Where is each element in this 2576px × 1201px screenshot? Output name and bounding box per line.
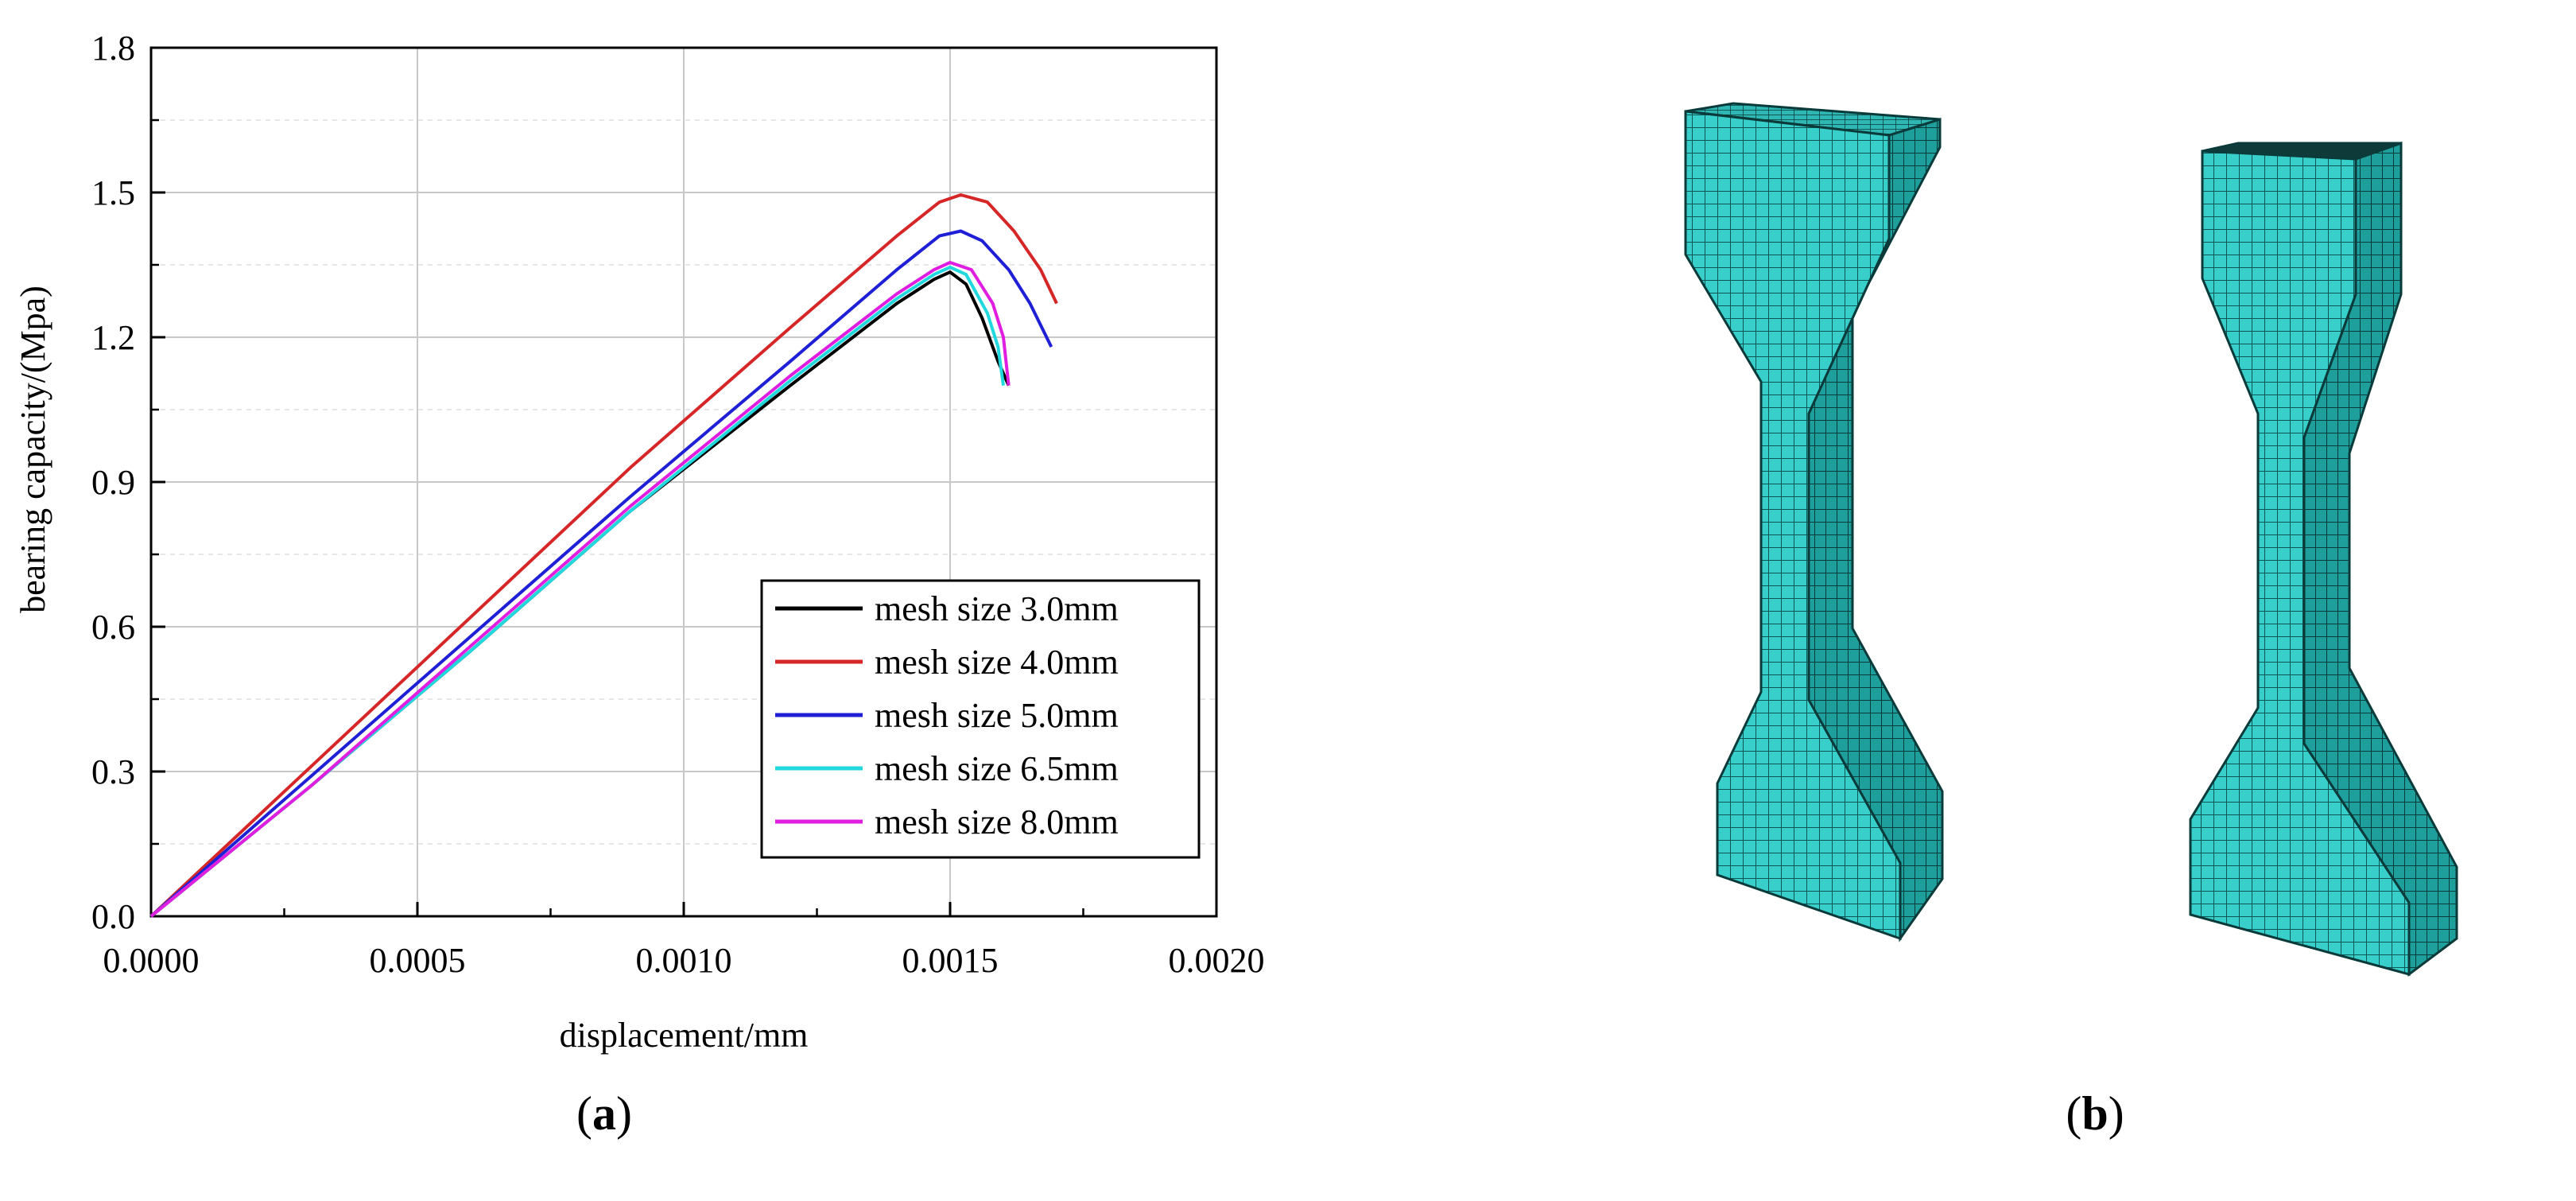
specimen-right [2189, 141, 2458, 977]
y-tick-label: 0.6 [91, 608, 135, 647]
legend-items: mesh size 3.0mm mesh size 4.0mm mesh size … [775, 589, 1119, 841]
series-line-5 [149, 261, 1011, 918]
svg-text:(b): (b) [2066, 1087, 2124, 1140]
specimen-left [1684, 102, 1944, 943]
panel-label-b-text: b [2081, 1087, 2108, 1140]
legend-label: mesh size 3.0mm [875, 589, 1119, 628]
x-tick-label: 0.0005 [370, 941, 466, 980]
y-tick-label: 1.2 [91, 318, 135, 357]
series-line-3 [149, 229, 1053, 918]
chart-legend: mesh size 3.0mm mesh size 4.0mm mesh size … [760, 579, 1201, 859]
legend-label: mesh size 6.5mm [875, 749, 1119, 788]
y-axis-ticks: 0.0 0.3 0.6 0.9 1.2 1.5 1.8 [91, 29, 165, 936]
x-axis-label: displacement/mm [560, 1016, 809, 1055]
y-axis-label: bearing capacity/(Mpa) [14, 286, 52, 613]
mesh-specimens-illustration [1684, 102, 2458, 977]
y-tick-label: 0.3 [91, 752, 135, 791]
legend-label: mesh size 5.0mm [875, 696, 1119, 735]
specimen-left-front-face [1684, 110, 1902, 941]
series-line-2 [149, 193, 1058, 918]
x-axis-ticks: 0.0000 0.0005 0.0010 0.0015 0.0020 [103, 902, 1265, 980]
line-chart: 0.0000 0.0005 0.0010 0.0015 0.0020 0.0 0.3 0.6… [14, 29, 1265, 1055]
x-tick-label: 0.0010 [636, 941, 732, 980]
y-tick-label: 1.8 [91, 29, 135, 68]
chart-series [149, 193, 1058, 918]
svg-text:(a): (a) [576, 1087, 632, 1140]
panel-label-a: (a) [576, 1087, 632, 1140]
series-line-4 [149, 266, 1005, 918]
y-tick-label: 0.9 [91, 463, 135, 502]
legend-label: mesh size 4.0mm [875, 643, 1119, 682]
x-tick-label: 0.0000 [103, 941, 200, 980]
legend-label: mesh size 8.0mm [875, 803, 1119, 841]
legend-box [760, 579, 1201, 859]
y-tick-label: 1.5 [91, 173, 135, 212]
y-tick-label: 0.0 [91, 897, 135, 936]
x-tick-label: 0.0015 [902, 941, 999, 980]
x-tick-label: 0.0020 [1169, 941, 1265, 980]
panel-label-b: (b) [2066, 1087, 2124, 1140]
specimen-right-front-face [2189, 150, 2411, 976]
panel-label-a-text: a [592, 1087, 616, 1140]
